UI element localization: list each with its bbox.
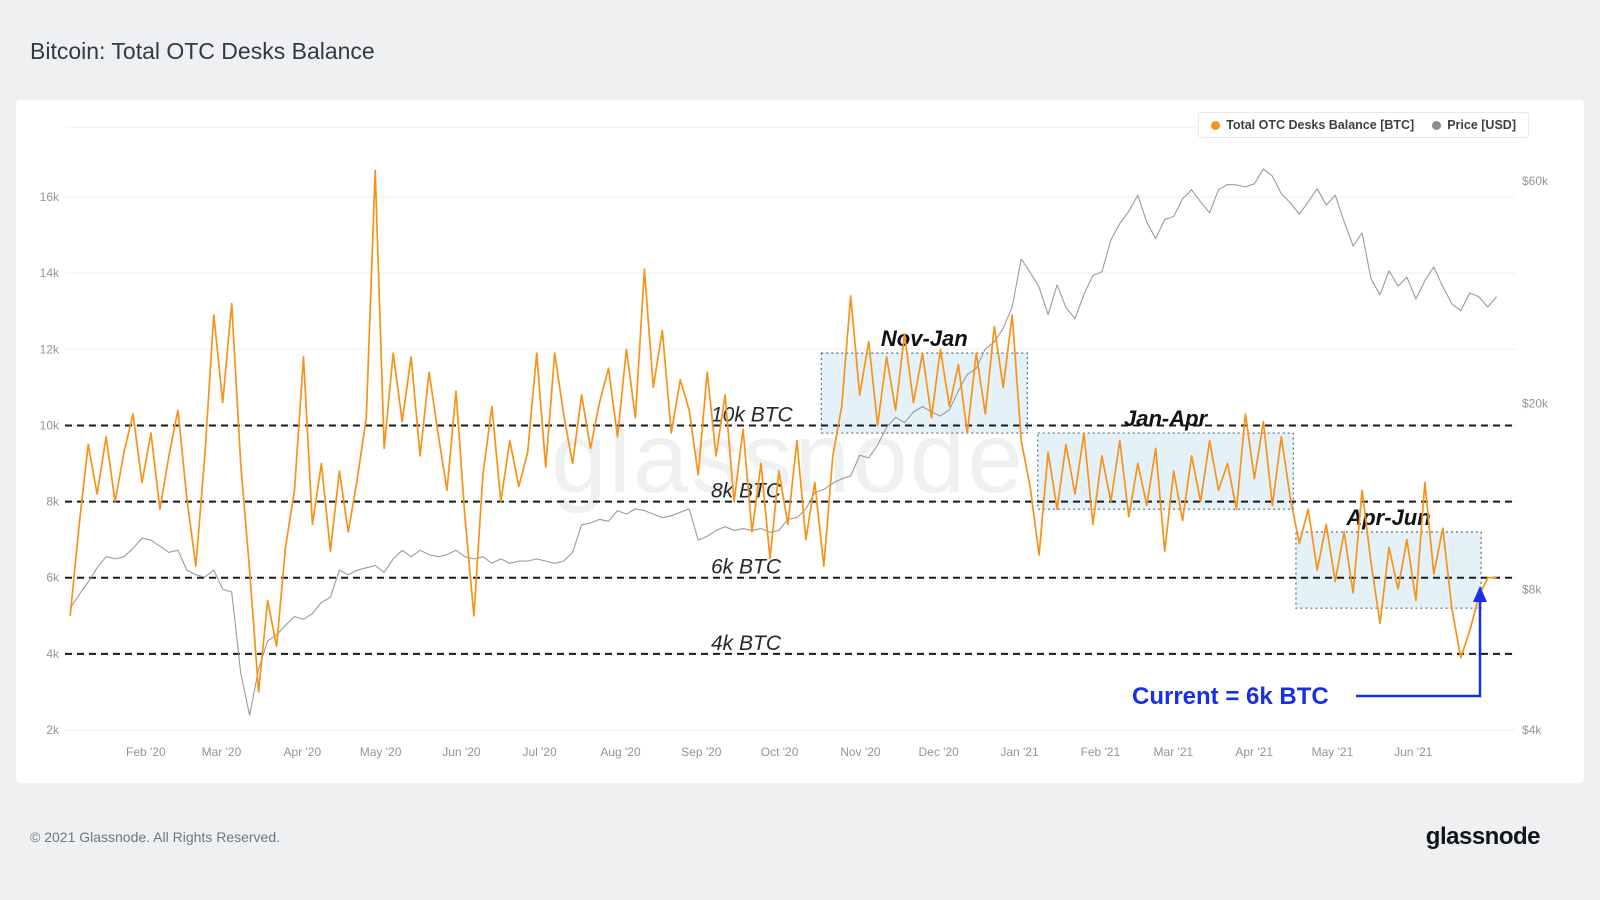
svg-text:Apr '21: Apr '21 (1235, 745, 1273, 759)
legend-price-label: Price [USD] (1447, 118, 1516, 132)
svg-text:Apr '20: Apr '20 (283, 745, 321, 759)
svg-text:Nov '20: Nov '20 (840, 745, 881, 759)
svg-text:8k: 8k (46, 495, 60, 509)
svg-text:16k: 16k (40, 190, 60, 204)
svg-text:Jun '20: Jun '20 (442, 745, 481, 759)
svg-text:8k BTC: 8k BTC (711, 480, 782, 503)
svg-text:Nov-Jan: Nov-Jan (881, 326, 968, 351)
svg-text:Feb '20: Feb '20 (126, 745, 166, 759)
svg-text:Jul '20: Jul '20 (522, 745, 557, 759)
svg-text:Dec '20: Dec '20 (918, 745, 959, 759)
svg-text:14k: 14k (40, 266, 60, 280)
svg-text:2k: 2k (46, 723, 60, 737)
glassnode-logo[interactable]: glassnode (1425, 823, 1541, 850)
svg-text:Mar '21: Mar '21 (1154, 745, 1194, 759)
svg-text:May '21: May '21 (1312, 745, 1354, 759)
svg-text:6k BTC: 6k BTC (711, 556, 782, 579)
svg-text:Mar '20: Mar '20 (202, 745, 242, 759)
svg-text:Oct '20: Oct '20 (761, 745, 799, 759)
svg-text:Jan-Apr: Jan-Apr (1124, 406, 1209, 431)
page-title: Bitcoin: Total OTC Desks Balance (30, 38, 375, 64)
legend-price-dot-icon (1432, 120, 1442, 130)
svg-text:$8k: $8k (1522, 582, 1542, 596)
legend-item-otc-balance[interactable]: Total OTC Desks Balance [BTC] (1211, 118, 1414, 132)
svg-text:$20k: $20k (1522, 397, 1549, 411)
svg-text:Jan '21: Jan '21 (1000, 745, 1039, 759)
chart-card: Total OTC Desks Balance [BTC] Price [USD… (16, 100, 1584, 783)
svg-text:Aug '20: Aug '20 (600, 745, 641, 759)
chart-canvas[interactable]: 2k 4k 6k 8k 10k 12k 14k 16k $4k $8k $20k $60k Feb '2… (16, 100, 1584, 783)
svg-text:Feb '21: Feb '21 (1081, 745, 1121, 759)
copyright-text: © 2021 Glassnode. All Rights Reserved. (30, 829, 281, 845)
page: Bitcoin: Total OTC Desks Balance Total O… (0, 0, 1600, 851)
svg-text:Current = 6k BTC: Current = 6k BTC (1132, 683, 1329, 710)
legend-otc-label: Total OTC Desks Balance [BTC] (1226, 118, 1415, 132)
svg-text:4k: 4k (46, 647, 60, 661)
svg-text:Jun '21: Jun '21 (1394, 745, 1433, 759)
svg-text:$60k: $60k (1522, 174, 1549, 188)
svg-text:4k BTC: 4k BTC (711, 632, 782, 655)
svg-text:10k: 10k (40, 418, 60, 432)
svg-text:6k: 6k (46, 571, 60, 585)
svg-text:May '20: May '20 (360, 745, 402, 759)
footer: © 2021 Glassnode. All Rights Reserved. g… (0, 823, 1600, 851)
svg-text:Sep '20: Sep '20 (681, 745, 722, 759)
svg-text:$4k: $4k (1522, 723, 1542, 737)
svg-text:12k: 12k (40, 342, 60, 356)
svg-text:10k BTC: 10k BTC (711, 403, 794, 426)
header: Bitcoin: Total OTC Desks Balance (0, 0, 1600, 66)
legend-item-price[interactable]: Price [USD] (1432, 118, 1516, 132)
legend-otc-dot-icon (1211, 120, 1221, 130)
chart-legend: Total OTC Desks Balance [BTC] Price [USD… (1198, 112, 1529, 138)
